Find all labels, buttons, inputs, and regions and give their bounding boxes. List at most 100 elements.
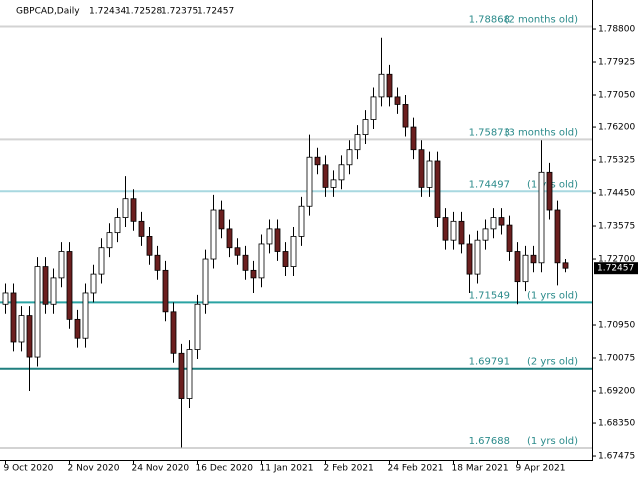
candle-body <box>394 96 401 105</box>
candle-body <box>250 269 257 279</box>
x-tick-label: 2 Feb 2021 <box>324 464 374 474</box>
candle-body <box>114 217 121 234</box>
candle-body <box>506 224 513 252</box>
candle-body <box>306 156 313 207</box>
y-tick-label: 1.76200 <box>598 123 635 133</box>
candle-body <box>442 217 449 241</box>
y-tick-label: 1.78800 <box>598 25 635 35</box>
candle-body <box>42 266 49 305</box>
level-age: (2 yrs old) <box>527 357 578 368</box>
level-price: 1.74497 <box>469 179 510 190</box>
candle-body <box>474 239 481 275</box>
candle-body <box>58 251 65 279</box>
candle-body <box>546 171 553 211</box>
candle-body <box>386 73 393 98</box>
level-price: 1.67688 <box>469 436 510 447</box>
candle-body <box>530 254 537 264</box>
level-age: (3 months old) <box>505 127 579 138</box>
y-tick-label: 1.74450 <box>598 189 635 199</box>
candle-body <box>186 349 193 399</box>
candle-body <box>122 198 129 218</box>
level-price: 1.78868 <box>469 14 510 25</box>
candle-body <box>18 315 25 343</box>
candle-body <box>202 258 209 305</box>
x-tick-label: 9 Apr 2021 <box>516 464 566 474</box>
level-age: (1 yrs old) <box>527 179 578 190</box>
candle-body <box>426 160 433 188</box>
candle-body <box>162 269 169 313</box>
level-age: (1 yrs old) <box>527 436 578 447</box>
candle-body <box>370 96 377 120</box>
quote: 1.72434 <box>89 7 126 17</box>
level-price: 1.69791 <box>469 357 510 368</box>
quote: 1.72528 <box>125 7 162 17</box>
candle-body <box>170 311 177 354</box>
x-tick-label: 16 Dec 2020 <box>196 464 254 474</box>
header: GBPCAD,Daily 1.72434 1.72528 1.72375 1.7… <box>16 7 234 17</box>
candle-body <box>226 228 233 249</box>
level-age: (1 yrs old) <box>527 290 578 301</box>
y-tick-label: 1.70075 <box>598 354 635 364</box>
candle-body <box>362 119 369 136</box>
level-price: 1.75873 <box>469 127 510 138</box>
candle-body <box>274 228 281 252</box>
candle-body <box>458 220 465 245</box>
candle-body <box>178 352 185 399</box>
candle-body <box>10 292 17 343</box>
candle-body <box>138 220 145 237</box>
candle-body <box>434 160 441 218</box>
quote: 1.72375 <box>161 7 198 17</box>
candle-body <box>66 251 73 320</box>
symbol: GBPCAD,Daily <box>16 7 80 17</box>
y-tick-label: 1.75325 <box>598 156 635 166</box>
candle-body <box>234 247 241 256</box>
candle-body <box>330 179 337 188</box>
candle-body <box>514 251 521 283</box>
y-tick-label: 1.67475 <box>598 452 635 462</box>
candle-body <box>466 243 473 275</box>
candle-body <box>378 73 385 98</box>
candle-body <box>562 262 569 269</box>
candle-body <box>282 251 289 267</box>
candle-body <box>450 220 457 241</box>
candle-body <box>130 198 137 222</box>
candle-body <box>90 273 97 294</box>
x-tick-label: 18 Mar 2021 <box>452 464 509 474</box>
y-tick-label: 1.73575 <box>598 222 635 232</box>
candle-body <box>554 209 561 264</box>
candle-body <box>106 232 113 249</box>
candle-body <box>210 209 217 260</box>
y-tick-label: 1.69200 <box>598 387 635 397</box>
x-tick-label: 11 Jan 2021 <box>260 464 314 474</box>
candle-body <box>154 254 161 271</box>
candle-body <box>258 243 265 279</box>
candle-body <box>298 205 305 237</box>
candle-body <box>354 134 361 151</box>
candle-body <box>218 209 225 230</box>
candle-body <box>82 292 89 339</box>
level-price: 1.71549 <box>469 290 510 301</box>
candle-body <box>50 277 57 305</box>
candle-body <box>194 303 201 350</box>
x-tick-label: 9 Oct 2020 <box>4 464 54 474</box>
last-price: 1.72457 <box>597 264 634 274</box>
candle-body <box>242 254 249 271</box>
candle-body <box>522 254 529 283</box>
x-tick-label: 24 Nov 2020 <box>132 464 190 474</box>
candle-body <box>74 318 81 339</box>
candle-body <box>34 266 41 358</box>
candle-body <box>314 156 321 166</box>
candle-body <box>418 149 425 188</box>
candle-body <box>346 149 353 166</box>
candle-body <box>410 126 417 151</box>
candle-body <box>290 236 297 267</box>
y-tick-label: 1.77925 <box>598 58 635 68</box>
candle-body <box>490 217 497 230</box>
x-tick-label: 24 Feb 2021 <box>388 464 444 474</box>
candle-body <box>322 164 329 188</box>
candle-body <box>266 228 273 245</box>
candle-body <box>498 217 505 226</box>
candle-body <box>26 315 33 358</box>
candle-body <box>146 236 153 256</box>
